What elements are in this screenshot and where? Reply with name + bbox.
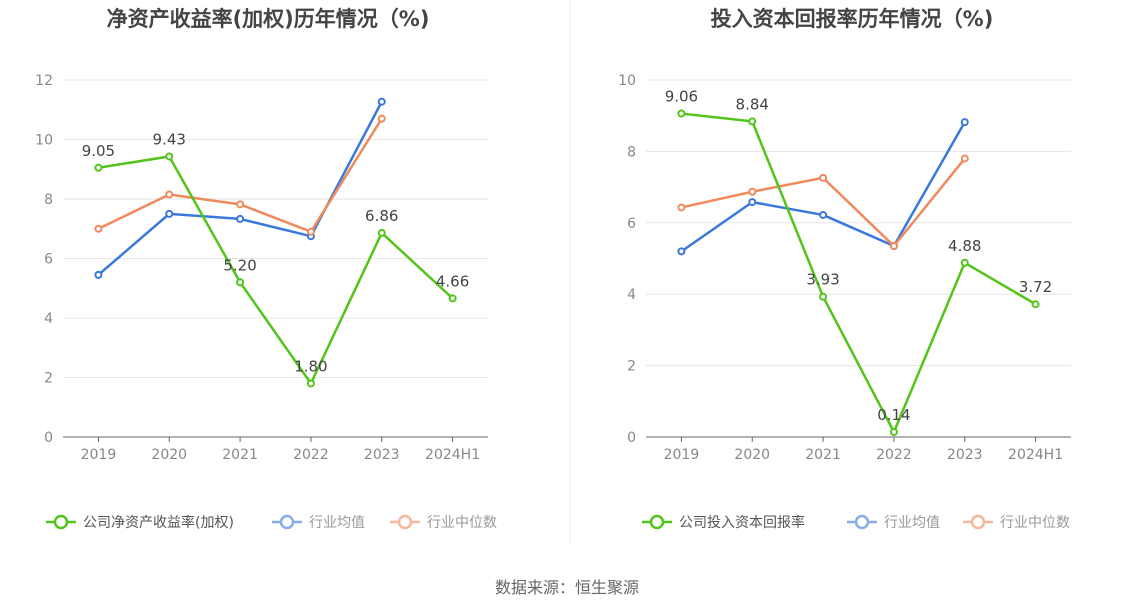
chart0-x-tick-label: 2024H1	[425, 447, 480, 463]
chart1-y-tick-label: 6	[627, 216, 636, 232]
chart1-x-tick-label: 2020	[734, 447, 770, 463]
chart0-data-label: 5.20	[223, 256, 256, 274]
chart0-data-point	[165, 209, 174, 218]
chart0-legend-label: 行业均值	[309, 515, 365, 531]
chart0-data-label: 4.66	[436, 272, 469, 290]
chart1-x-tick-label: 2024H1	[1008, 447, 1063, 463]
chart0-data-point	[236, 200, 245, 209]
chart0-legend-marker-icon	[397, 514, 413, 530]
chart0-data-point	[306, 379, 315, 388]
chart1-data-point	[819, 292, 828, 301]
chart1-legend-marker-icon	[854, 514, 870, 530]
chart0-data-point	[236, 278, 245, 287]
chart0-y-tick-label: 12	[35, 73, 53, 89]
chart1-data-point	[748, 187, 757, 196]
chart1-title: 投入资本回报率历年情况（%)	[711, 7, 994, 31]
chart0-data-point	[377, 228, 386, 237]
chart1-data-point	[960, 154, 969, 163]
chart1-y-tick-label: 10	[618, 73, 636, 89]
roic-chart: 投入资本回报率历年情况（%) 0 2 4 6 8 10 2019 2020 2021 2022 202…	[618, 7, 1071, 531]
chart0-data-point	[165, 152, 174, 161]
chart0-y-tick-label: 8	[44, 192, 53, 208]
chart0-series-line-0	[98, 155, 454, 385]
chart1-legend-item-1[interactable]: 行业均值	[847, 514, 940, 531]
chart1-data-label: 4.88	[948, 237, 981, 255]
chart1-data-point	[960, 258, 969, 267]
chart1-data-point	[1031, 300, 1040, 309]
chart1-y-tick-label: 0	[627, 430, 636, 446]
roe-chart: 净资产收益率(加权)历年情况（%) 0 2 4 6 8 10 12 2019 2020 2021 20…	[35, 7, 497, 531]
chart1-x-tick-label: 2023	[947, 447, 983, 463]
chart0-data-point	[306, 227, 315, 236]
chart0-data-point	[377, 97, 386, 106]
chart1-data-point	[677, 247, 686, 256]
chart1-y-tick-label: 8	[627, 144, 636, 160]
chart0-data-label: 6.86	[365, 207, 398, 225]
chart1-series-line-2	[681, 157, 966, 248]
chart0-legend-label: 行业中位数	[427, 515, 497, 531]
chart0-data-label: 1.80	[294, 357, 327, 375]
chart1-x-tick-label: 2021	[805, 447, 841, 463]
chart0-y-tick-label: 10	[35, 133, 53, 149]
chart0-series-line-2	[97, 118, 383, 233]
chart0-legend-item-2[interactable]: 行业中位数	[390, 514, 497, 531]
chart0-data-label: 9.43	[153, 130, 186, 148]
source-note: 数据来源：恒生聚源	[495, 578, 639, 597]
chart0-legend-item-1[interactable]: 行业均值	[272, 514, 365, 531]
chart1-data-label: 0.14	[877, 406, 910, 424]
chart1-data-point	[748, 117, 757, 126]
chart0-y-tick-label: 6	[44, 252, 53, 268]
chart1-data-label: 3.72	[1019, 278, 1052, 296]
chart1-data-label: 3.93	[806, 271, 839, 289]
chart0-data-label: 9.05	[82, 142, 115, 160]
chart0-x-tick-label: 2021	[222, 447, 258, 463]
chart1-data-point	[889, 242, 898, 251]
chart0-data-point	[236, 214, 245, 223]
chart0-data-point	[94, 270, 103, 279]
chart0-legend-marker-icon	[53, 514, 69, 530]
chart1-data-point	[889, 428, 898, 437]
chart0-data-point	[165, 190, 174, 199]
chart1-legend-label: 行业均值	[884, 515, 940, 531]
chart1-x-tick-label: 2022	[876, 447, 912, 463]
chart0-data-point	[377, 114, 386, 123]
chart1-legend-item-0[interactable]: 公司投入资本回报率	[642, 514, 805, 531]
chart0-x-tick-label: 2023	[364, 447, 400, 463]
chart1-legend-marker-icon	[649, 514, 665, 530]
chart1-series-line-0	[681, 112, 1037, 434]
chart0-legend-marker-icon	[279, 514, 295, 530]
chart0-x-tick-label: 2019	[81, 447, 117, 463]
chart0-data-point	[94, 224, 103, 233]
chart1-x-tick-label: 2019	[664, 447, 700, 463]
chart1-data-point	[819, 173, 828, 182]
chart0-legend-label: 公司净资产收益率(加权)	[83, 514, 234, 531]
chart1-data-point	[677, 109, 686, 118]
chart1-data-point	[677, 203, 686, 212]
chart0-legend-item-0[interactable]: 公司净资产收益率(加权)	[46, 514, 234, 531]
chart1-legend-marker-icon	[970, 514, 986, 530]
chart1-y-tick-label: 2	[627, 359, 636, 375]
chart0-data-point	[448, 294, 457, 303]
chart0-x-tick-label: 2020	[151, 447, 187, 463]
chart1-legend-label: 行业中位数	[1000, 515, 1070, 531]
chart0-x-tick-label: 2022	[293, 447, 329, 463]
chart1-y-tick-label: 4	[627, 287, 636, 303]
chart0-y-tick-label: 4	[44, 311, 53, 327]
chart0-data-point	[94, 163, 103, 172]
chart1-series-line-1	[680, 121, 966, 253]
chart1-data-point	[748, 198, 757, 207]
chart1-data-point	[960, 118, 969, 127]
chart1-legend-label: 公司投入资本回报率	[679, 514, 805, 531]
chart1-legend-item-2[interactable]: 行业中位数	[963, 514, 1070, 531]
chart0-y-tick-label: 2	[44, 371, 53, 387]
chart0-title: 净资产收益率(加权)历年情况（%)	[107, 7, 430, 31]
chart0-y-tick-label: 0	[44, 430, 53, 446]
chart1-data-label: 8.84	[736, 95, 769, 113]
chart1-data-label: 9.06	[665, 88, 698, 106]
chart1-data-point	[819, 210, 828, 219]
